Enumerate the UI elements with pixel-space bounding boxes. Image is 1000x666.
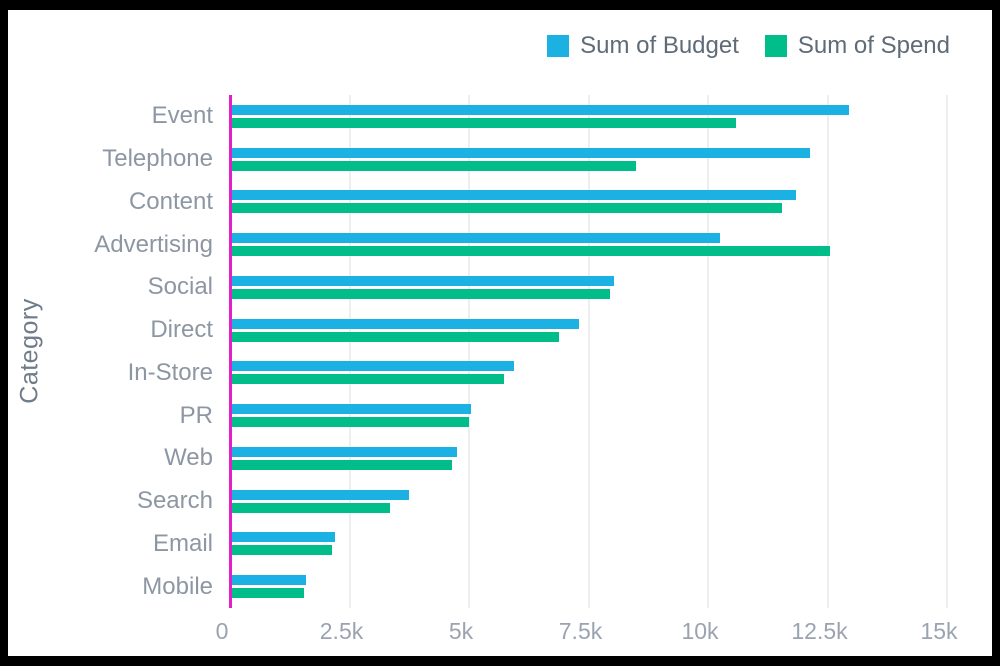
bar-row-content <box>230 181 968 224</box>
bar-sum-of-budget-social[interactable] <box>232 275 615 286</box>
bar-sum-of-budget-event[interactable] <box>232 104 849 115</box>
x-tick-label-12.5k: 12.5k <box>791 618 848 644</box>
bar-sum-of-budget-email[interactable] <box>232 532 335 543</box>
x-tick-label-0: 0 <box>215 618 229 644</box>
bar-row-telephone <box>230 138 968 181</box>
category-label-search: Search <box>136 487 213 515</box>
bar-row-search <box>230 480 968 523</box>
category-label-email: Email <box>152 529 213 557</box>
bar-sum-of-spend-social[interactable] <box>232 288 610 299</box>
x-tick-label-10k: 10k <box>681 618 719 644</box>
x-tick-label-7.5k: 7.5k <box>558 618 603 644</box>
bar-rows <box>230 95 968 608</box>
bar-sum-of-spend-search[interactable] <box>232 502 390 513</box>
bar-sum-of-budget-advertising[interactable] <box>232 233 720 244</box>
legend-item-spend[interactable]: Sum of Spend <box>764 32 950 60</box>
bar-row-email <box>230 523 968 566</box>
category-label-mobile: Mobile <box>142 572 213 600</box>
bar-sum-of-spend-mobile[interactable] <box>232 588 304 599</box>
bar-row-advertising <box>230 223 968 266</box>
x-tick-label-5k: 5k <box>448 618 474 644</box>
bar-row-direct <box>230 309 968 352</box>
legend-item-budget[interactable]: Sum of Budget <box>547 32 739 60</box>
bar-row-in-store <box>230 352 968 395</box>
bar-row-pr <box>230 394 968 437</box>
x-tick-label-15k: 15k <box>920 618 958 644</box>
plot-area <box>229 95 968 608</box>
bar-sum-of-budget-search[interactable] <box>232 489 409 500</box>
spend-swatch-icon <box>764 35 787 57</box>
bar-sum-of-budget-telephone[interactable] <box>232 147 811 158</box>
bar-sum-of-spend-in-store[interactable] <box>232 374 505 385</box>
bar-sum-of-budget-web[interactable] <box>232 446 457 457</box>
gridline-15k <box>946 95 948 608</box>
gridline-7.5k <box>587 95 590 608</box>
category-label-social: Social <box>147 273 213 301</box>
bar-sum-of-spend-telephone[interactable] <box>232 160 636 171</box>
gridline-2.5k <box>348 95 351 608</box>
y-axis-line <box>229 95 232 608</box>
budget-swatch-icon <box>547 35 570 57</box>
bar-row-social <box>230 266 968 309</box>
category-axis-labels: Event Telephone Content Advertising Social Di… <box>8 95 213 608</box>
bar-row-event <box>230 95 968 138</box>
legend: Sum of Budget Sum of Spend <box>547 32 950 60</box>
category-label-in-store: In-Store <box>127 358 213 386</box>
category-label-advertising: Advertising <box>94 230 213 258</box>
gridline-10k <box>707 95 709 608</box>
bar-sum-of-spend-content[interactable] <box>232 203 782 214</box>
legend-label-spend: Sum of Spend <box>797 32 950 59</box>
bar-row-mobile <box>230 565 968 608</box>
category-label-telephone: Telephone <box>102 145 213 173</box>
bar-sum-of-budget-mobile[interactable] <box>232 575 307 586</box>
category-label-event: Event <box>151 102 213 130</box>
legend-label-budget: Sum of Budget <box>580 32 739 59</box>
category-label-pr: PR <box>179 401 213 429</box>
bar-sum-of-spend-email[interactable] <box>232 545 333 556</box>
bar-sum-of-budget-direct[interactable] <box>232 318 579 329</box>
bar-sum-of-budget-in-store[interactable] <box>232 361 515 372</box>
category-label-content: Content <box>128 187 213 215</box>
gridline-5k <box>468 95 470 608</box>
x-tick-label-2.5k: 2.5k <box>319 618 364 644</box>
x-axis-tick-labels: 0 2.5k 5k 7.5k 10k 12.5k 15k <box>8 618 1000 652</box>
bar-row-web <box>230 437 968 480</box>
gridline-12.5k <box>826 95 829 608</box>
bar-sum-of-spend-web[interactable] <box>232 459 452 470</box>
bar-sum-of-spend-event[interactable] <box>232 117 737 128</box>
bar-sum-of-spend-advertising[interactable] <box>232 246 830 257</box>
chart-canvas: Sum of Budget Sum of Spend Category Even… <box>8 10 992 656</box>
bar-sum-of-budget-pr[interactable] <box>232 404 471 415</box>
bar-sum-of-spend-pr[interactable] <box>232 417 469 428</box>
bar-sum-of-spend-direct[interactable] <box>232 331 560 342</box>
category-label-direct: Direct <box>150 316 213 344</box>
category-label-web: Web <box>164 444 213 472</box>
bar-sum-of-budget-content[interactable] <box>232 190 797 201</box>
